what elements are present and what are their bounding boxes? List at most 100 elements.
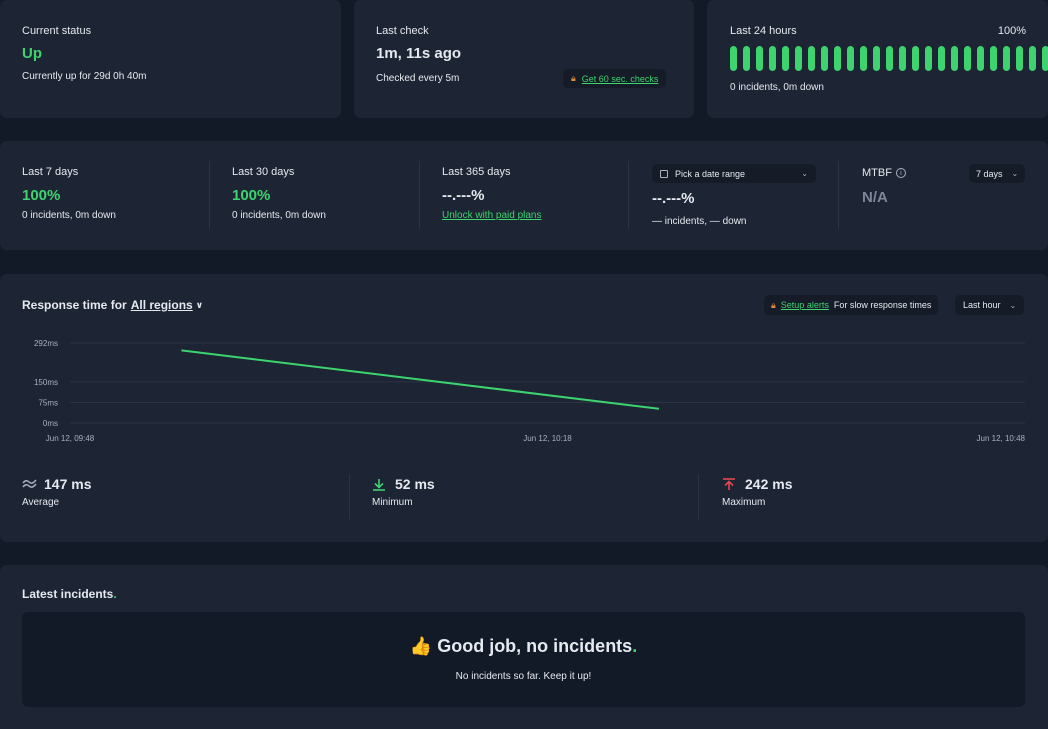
uptime-bar[interactable] xyxy=(833,46,842,71)
divider xyxy=(209,161,210,229)
uptime-bar[interactable] xyxy=(924,46,933,71)
last-check-value: 1m, 11s ago xyxy=(376,45,462,62)
no-incidents-headline-text: Good job, no incidents xyxy=(437,636,633,656)
period-7d-detail: 0 incidents, 0m down xyxy=(22,210,116,221)
info-icon[interactable]: i xyxy=(895,168,906,178)
y-tick-label: 75ms xyxy=(38,398,58,407)
uptime-bar[interactable] xyxy=(846,46,855,71)
uptime-bar[interactable] xyxy=(911,46,920,71)
uptime-bar[interactable] xyxy=(963,46,972,71)
uptime-bar[interactable] xyxy=(755,46,764,71)
uptime-bar[interactable] xyxy=(1028,46,1037,71)
last-check-card: Last check 1m, 11s ago Checked every 5m … xyxy=(354,0,694,118)
no-incidents-panel: 👍 Good job, no incidents. No incidents s… xyxy=(22,612,1025,707)
headline-dot: . xyxy=(632,636,638,656)
uptime-bar[interactable] xyxy=(807,46,816,71)
setup-alerts-pill: 🔒︎ Setup alerts For slow response times xyxy=(764,295,939,315)
date-range-picker[interactable]: Pick a date range ⌄ xyxy=(652,164,816,183)
uptime-bar[interactable] xyxy=(1015,46,1024,71)
average-icon xyxy=(22,479,37,488)
stat-average-value: 147 ms xyxy=(44,476,92,492)
x-tick-label: Jun 12, 10:48 xyxy=(977,434,1026,443)
mtbf-period-label: 7 days xyxy=(976,168,1003,179)
period-30d-detail: 0 incidents, 0m down xyxy=(232,210,326,221)
setup-alerts-link[interactable]: Setup alerts xyxy=(780,300,829,310)
date-range-value: --.---% xyxy=(652,190,695,207)
uptime-bar[interactable] xyxy=(730,46,738,71)
setup-alerts-text: For slow response times xyxy=(833,300,932,310)
last-24h-label: Last 24 hours xyxy=(730,25,797,37)
date-range-detail: — incidents, — down xyxy=(652,216,747,227)
stat-maximum: 242 ms Maximum xyxy=(722,476,792,508)
incidents-title-dot: . xyxy=(113,587,117,601)
divider xyxy=(838,161,839,229)
divider xyxy=(419,161,420,229)
uptime-bar[interactable] xyxy=(768,46,777,71)
uptime-bar[interactable] xyxy=(989,46,998,71)
x-tick-label: Jun 12, 10:18 xyxy=(523,434,572,443)
period-365d-value: --.---% xyxy=(442,187,485,204)
y-tick-label: 292ms xyxy=(34,339,58,348)
time-window-select[interactable]: Last hour ⌄ xyxy=(955,295,1025,315)
current-status-card: Current status Up Currently up for 29d 0… xyxy=(0,0,341,118)
thumbs-up-icon: 👍 xyxy=(409,636,433,656)
calendar-icon xyxy=(660,169,668,178)
divider xyxy=(349,474,350,519)
response-title: Response time for All regions ∨ xyxy=(22,298,203,312)
uptime-bar[interactable] xyxy=(950,46,959,71)
maximum-icon xyxy=(723,477,735,490)
mtbf-value: N/A xyxy=(862,189,888,206)
stat-minimum-label: Minimum xyxy=(372,497,413,508)
unlock-paid-plans-link[interactable]: Unlock with paid plans xyxy=(442,210,542,221)
incidents-title: Latest incidents. xyxy=(22,587,117,601)
uptime-bar[interactable] xyxy=(781,46,790,71)
divider xyxy=(698,474,699,519)
mtbf-header: MTBF i xyxy=(862,167,906,179)
last-check-interval: Checked every 5m xyxy=(376,73,460,84)
uptime-bar[interactable] xyxy=(859,46,868,71)
uptime-bar[interactable] xyxy=(885,46,894,71)
period-365d: Last 365 days --.---% Unlock with paid p… xyxy=(442,166,542,221)
response-title-prefix: Response time for xyxy=(22,298,127,312)
period-365d-label: Last 365 days xyxy=(442,166,511,178)
x-tick-label: Jun 12, 09:48 xyxy=(46,434,95,443)
response-time-card: Response time for All regions ∨ 🔒︎ Setup… xyxy=(0,274,1048,542)
y-tick-label: 0ms xyxy=(43,419,58,428)
no-incidents-headline: 👍 Good job, no incidents. xyxy=(22,636,1025,657)
stat-average-label: Average xyxy=(22,497,60,508)
lock-icon: 🔒︎ xyxy=(571,73,576,83)
stat-minimum-value: 52 ms xyxy=(395,476,435,492)
stat-average: 147 ms Average xyxy=(22,476,91,508)
response-time-line[interactable] xyxy=(181,349,660,410)
chevron-down-icon: ⌄ xyxy=(801,169,808,178)
uptime-bar[interactable] xyxy=(976,46,985,71)
current-status-label: Current status xyxy=(22,25,92,37)
uptime-bar[interactable] xyxy=(1041,46,1048,71)
no-incidents-message: No incidents so far. Keep it up! xyxy=(455,671,592,682)
uptime-bar[interactable] xyxy=(1002,46,1011,71)
upsell-60s-button[interactable]: 🔒︎ Get 60 sec. checks xyxy=(563,69,667,88)
upsell-60s-link[interactable]: Get 60 sec. checks xyxy=(581,73,659,84)
uptime-bar[interactable] xyxy=(794,46,803,71)
mtbf-period-select[interactable]: 7 days ⌄ xyxy=(969,164,1026,183)
y-tick-label: 150ms xyxy=(34,378,58,387)
period-30d: Last 30 days 100% 0 incidents, 0m down xyxy=(232,166,326,221)
uptime-bar[interactable] xyxy=(820,46,829,71)
last-24h-percent: 100% xyxy=(997,25,1026,37)
uptime-bar[interactable] xyxy=(898,46,907,71)
chevron-down-icon: ⌄ xyxy=(1011,169,1019,178)
uptime-bar[interactable] xyxy=(742,46,751,71)
uptime-bar[interactable] xyxy=(872,46,881,71)
lock-icon: 🔒︎ xyxy=(771,299,776,310)
period-7d-value: 100% xyxy=(22,187,61,204)
divider xyxy=(628,161,629,229)
uptime-bar[interactable] xyxy=(937,46,946,71)
last-24h-detail: 0 incidents, 0m down xyxy=(730,82,824,93)
period-7d: Last 7 days 100% 0 incidents, 0m down xyxy=(22,166,116,221)
last-check-label: Last check xyxy=(376,25,429,37)
period-30d-label: Last 30 days xyxy=(232,166,295,178)
time-window-label: Last hour xyxy=(963,300,1001,310)
period-30d-value: 100% xyxy=(232,187,271,204)
chevron-down-icon: ⌄ xyxy=(1009,300,1017,310)
region-select[interactable]: All regions ∨ xyxy=(131,298,203,312)
